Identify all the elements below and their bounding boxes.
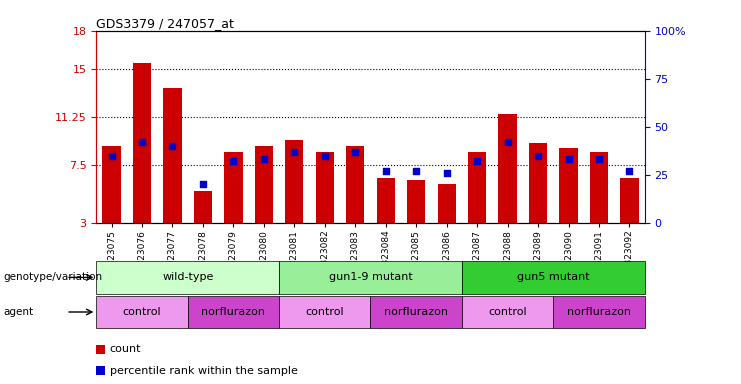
Bar	[370, 296, 462, 328]
Bar	[554, 296, 645, 328]
Text: control: control	[123, 307, 162, 317]
Point	[380, 168, 392, 174]
Text: gun5 mutant: gun5 mutant	[517, 272, 590, 283]
Text: control: control	[305, 307, 344, 317]
Bar	[590, 152, 608, 223]
Bar	[194, 191, 212, 223]
Text: gun1-9 mutant: gun1-9 mutant	[328, 272, 413, 283]
Point	[532, 152, 544, 159]
Bar	[376, 178, 395, 223]
Bar	[316, 152, 334, 223]
Point	[593, 156, 605, 162]
Point	[197, 181, 209, 187]
Bar	[255, 146, 273, 223]
Text: norflurazon: norflurazon	[384, 307, 448, 317]
Point	[349, 149, 361, 155]
Bar	[279, 296, 370, 328]
Text: GDS3379 / 247057_at: GDS3379 / 247057_at	[96, 17, 234, 30]
Text: norflurazon: norflurazon	[202, 307, 265, 317]
Text: control: control	[488, 307, 527, 317]
Text: count: count	[110, 344, 142, 354]
Bar	[437, 184, 456, 223]
Bar	[102, 146, 121, 223]
Bar	[407, 180, 425, 223]
Bar	[462, 261, 645, 294]
Bar	[187, 296, 279, 328]
Bar	[96, 296, 187, 328]
Point	[227, 158, 239, 164]
Point	[471, 158, 483, 164]
Bar	[133, 63, 151, 223]
Bar	[462, 296, 554, 328]
Text: norflurazon: norflurazon	[567, 307, 631, 317]
Point	[288, 149, 300, 155]
Point	[258, 156, 270, 162]
Point	[562, 156, 574, 162]
Point	[441, 170, 453, 176]
Point	[136, 139, 148, 145]
Bar	[468, 152, 486, 223]
Text: wild-type: wild-type	[162, 272, 213, 283]
Bar	[559, 149, 578, 223]
Point	[411, 168, 422, 174]
Bar	[96, 261, 279, 294]
Text: agent: agent	[4, 307, 34, 317]
Point	[167, 143, 179, 149]
Point	[319, 152, 330, 159]
Bar	[163, 88, 182, 223]
Point	[623, 168, 635, 174]
Point	[502, 139, 514, 145]
Text: genotype/variation: genotype/variation	[4, 272, 103, 283]
Point	[106, 152, 118, 159]
Bar	[346, 146, 365, 223]
Bar	[620, 178, 639, 223]
Bar	[499, 114, 516, 223]
Bar	[279, 261, 462, 294]
Bar	[529, 143, 547, 223]
Bar	[225, 152, 242, 223]
Bar	[285, 139, 304, 223]
Text: percentile rank within the sample: percentile rank within the sample	[110, 366, 298, 376]
